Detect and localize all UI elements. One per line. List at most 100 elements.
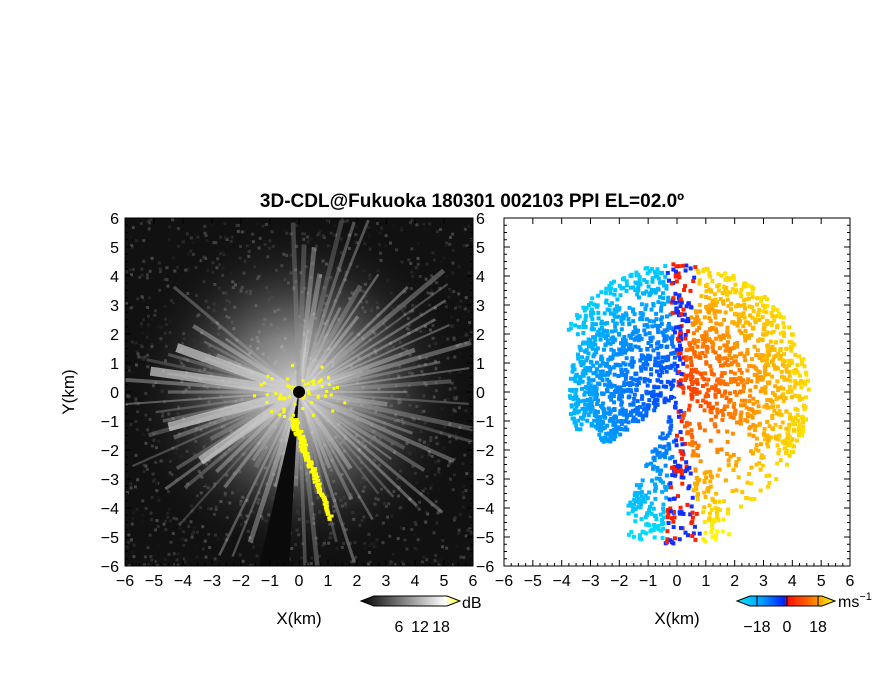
intensity-streak bbox=[296, 284, 363, 394]
velocity-pixel bbox=[720, 370, 725, 375]
velocity-pixel bbox=[612, 400, 617, 405]
noise-pixel bbox=[171, 532, 175, 536]
velocity-pixel bbox=[665, 379, 670, 384]
velocity-pixel bbox=[644, 522, 649, 527]
noise-pixel bbox=[466, 547, 470, 551]
velocity-pixel bbox=[679, 472, 684, 477]
velocity-pixel bbox=[728, 349, 733, 354]
y-tick-label: 0 bbox=[476, 385, 485, 402]
velocity-pixel bbox=[767, 380, 772, 385]
velocity-pixel bbox=[689, 392, 694, 397]
velocity-pixel bbox=[693, 265, 698, 270]
noise-pixel bbox=[433, 559, 437, 563]
velocity-pixel bbox=[688, 471, 693, 476]
velocity-pixel bbox=[792, 444, 797, 449]
velocity-pixel bbox=[574, 423, 579, 428]
velocity-pixel bbox=[594, 392, 599, 397]
velocity-pixel bbox=[648, 336, 653, 341]
velocity-pixel bbox=[596, 316, 601, 321]
velocity-pixel bbox=[750, 451, 755, 456]
velocity-pixel bbox=[798, 378, 803, 383]
velocity-pixel bbox=[676, 310, 681, 315]
velocity-pixel bbox=[668, 382, 673, 387]
velocity-pixel bbox=[651, 389, 656, 394]
noise-pixel bbox=[462, 484, 466, 488]
velocity-pixel bbox=[598, 420, 603, 425]
noise-pixel bbox=[384, 234, 388, 238]
velocity-pixel bbox=[695, 493, 700, 498]
velocity-pixel bbox=[724, 276, 729, 281]
velocity-pixel bbox=[752, 428, 757, 433]
velocity-pixel bbox=[587, 341, 592, 346]
noise-pixel bbox=[451, 271, 455, 275]
velocity-pixel bbox=[655, 363, 660, 368]
velocity-pixel bbox=[647, 508, 652, 513]
velocity-pixel bbox=[626, 395, 631, 400]
velocity-pixel bbox=[689, 363, 694, 368]
velocity-pixel bbox=[721, 379, 726, 384]
velocity-pixel bbox=[770, 358, 775, 363]
velocity-pixel bbox=[793, 421, 798, 426]
velocity-pixel bbox=[777, 409, 782, 414]
velocity-pixel bbox=[721, 363, 726, 368]
velocity-pixel bbox=[617, 347, 622, 352]
velocity-pixel bbox=[774, 325, 779, 330]
velocity-pixel bbox=[732, 402, 737, 407]
velocity-pixel bbox=[603, 343, 608, 348]
noise-pixel bbox=[127, 365, 131, 369]
echo-line-pixel bbox=[298, 445, 306, 449]
velocity-pixel bbox=[660, 359, 665, 364]
echo-line-pixel bbox=[290, 423, 299, 427]
high-intensity-echo bbox=[309, 401, 313, 405]
velocity-pixel bbox=[751, 286, 756, 291]
blocked-sector bbox=[259, 392, 299, 566]
velocity-pixel bbox=[773, 314, 778, 319]
velocity-pixel bbox=[672, 404, 677, 409]
velocity-pixel bbox=[600, 356, 605, 361]
velocity-pixel bbox=[640, 529, 645, 534]
velocity-pixel bbox=[596, 329, 601, 334]
velocity-pixel bbox=[659, 379, 664, 384]
noise-pixel bbox=[146, 305, 150, 309]
velocity-pixel bbox=[664, 473, 669, 478]
velocity-pixel bbox=[663, 274, 668, 279]
velocity-pixel bbox=[637, 412, 642, 417]
velocity-pixel bbox=[574, 387, 579, 392]
intensity-streak bbox=[298, 379, 452, 395]
velocity-pixel bbox=[582, 413, 587, 418]
velocity-pixel bbox=[604, 298, 609, 303]
velocity-pixel bbox=[745, 333, 750, 338]
velocity-pixel bbox=[576, 324, 581, 329]
velocity-pixel bbox=[664, 314, 669, 319]
velocity-pixel bbox=[646, 406, 651, 411]
velocity-pixel bbox=[591, 363, 596, 368]
noise-pixel bbox=[184, 557, 188, 561]
velocity-pixel bbox=[636, 335, 641, 340]
velocity-pixel bbox=[797, 354, 802, 359]
velocity-pixel bbox=[642, 499, 647, 504]
velocity-pixel bbox=[695, 381, 700, 386]
velocity-pixel bbox=[605, 338, 610, 343]
velocity-pixel bbox=[574, 313, 579, 318]
velocity-pixel bbox=[760, 314, 765, 319]
velocity-pixel bbox=[638, 505, 643, 510]
velocity-pixel bbox=[765, 356, 770, 361]
velocity-pixel bbox=[612, 292, 617, 297]
velocity-pixel bbox=[785, 431, 790, 436]
velocity-pixel bbox=[602, 321, 607, 326]
velocity-pixel bbox=[732, 377, 737, 382]
velocity-pixel bbox=[800, 433, 805, 438]
velocity-pixel bbox=[770, 374, 775, 379]
velocity-pixel bbox=[667, 431, 672, 436]
velocity-pixel bbox=[644, 280, 649, 285]
velocity-pixel bbox=[773, 340, 778, 345]
velocity-pixel bbox=[787, 384, 792, 389]
noise-pixel bbox=[400, 226, 404, 230]
velocity-pixel bbox=[639, 537, 644, 542]
velocity-pixel bbox=[759, 442, 764, 447]
velocity-pixel bbox=[637, 485, 642, 490]
velocity-pixel bbox=[687, 403, 692, 408]
velocity-pixel bbox=[723, 361, 728, 366]
velocity-pixel bbox=[596, 422, 601, 427]
velocity-pixel bbox=[759, 455, 764, 460]
